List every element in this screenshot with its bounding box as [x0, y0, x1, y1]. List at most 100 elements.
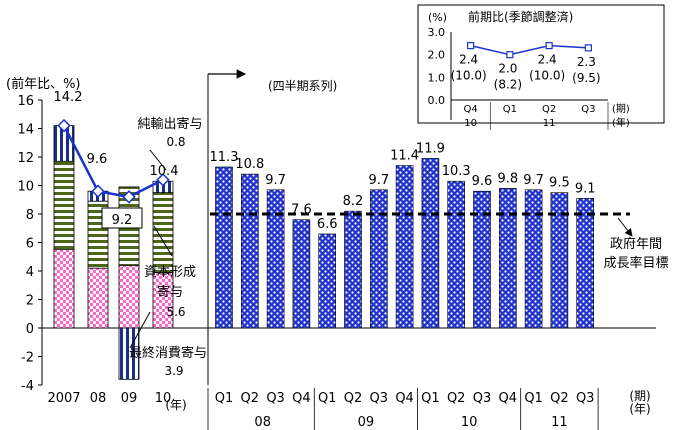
inset-x-tick: Q1 — [503, 104, 517, 115]
data-label: 14.2 — [54, 90, 83, 105]
x-tick-label: Q4 — [292, 391, 311, 406]
inset-point — [545, 41, 553, 50]
net-exports-label: 純輸出寄与 — [137, 116, 202, 132]
quarter-bar — [344, 210, 362, 329]
data-label: 10.3 — [442, 164, 471, 179]
x-unit: (年) — [165, 398, 186, 412]
x-tick-label: 2007 — [47, 391, 80, 406]
data-label: 9.1 — [575, 181, 596, 196]
x-tick-label: Q4 — [499, 391, 518, 406]
data-label: 9.6 — [472, 174, 493, 189]
consumption-pointer — [129, 311, 151, 349]
y-tick-label: 0 — [26, 322, 34, 337]
capital-pointer — [153, 225, 173, 257]
consumption-value: 3.9 — [164, 364, 183, 378]
x-tick-label: 09 — [121, 391, 138, 406]
x-tick-label: Q2 — [241, 391, 260, 406]
bar-segment-0 — [152, 272, 174, 329]
x-unit: (期) — [629, 389, 650, 403]
y-tick-label: -2 — [21, 351, 34, 366]
year-label: 11 — [551, 415, 568, 430]
inset-tick: 1.0 — [428, 71, 446, 84]
inset-label: 2.0 — [498, 62, 517, 76]
x-tick-label: Q1 — [215, 391, 234, 406]
inset-frame — [417, 4, 665, 124]
quarter-bar — [550, 192, 569, 329]
y-tick-label: 2 — [26, 294, 34, 309]
target-pointer — [617, 217, 633, 237]
y-axis-label: (前年比、%) — [6, 76, 81, 92]
x-tick-label: Q3 — [473, 391, 492, 406]
inset-label: 2.4 — [459, 53, 478, 67]
data-label: 11.9 — [416, 141, 445, 156]
inset-tick: 0.0 — [428, 94, 446, 107]
quarter-bar — [318, 233, 337, 329]
data-label: 10.4 — [150, 164, 179, 179]
x-tick-label: 10 — [155, 391, 172, 406]
x-tick-label: Q2 — [550, 391, 569, 406]
x-tick-label: Q1 — [318, 391, 337, 406]
inset-year: 10 — [464, 118, 477, 129]
data-label: 9.7 — [265, 173, 286, 188]
panel-title: (四半期系列) — [268, 79, 337, 93]
data-label: 11.4 — [390, 149, 419, 164]
y-tick-label: 12 — [17, 151, 34, 166]
capital-label: 寄与 — [157, 284, 183, 300]
bar-segment-1 — [53, 160, 75, 251]
capital-value: 5.6 — [166, 305, 185, 319]
x-tick-label: Q3 — [370, 391, 389, 406]
net-exports-value: 0.8 — [166, 135, 185, 149]
inset-point — [584, 44, 592, 52]
quarter-bar — [292, 219, 311, 329]
inset-line — [470, 44, 589, 56]
inset-x-unit: (期) — [612, 103, 630, 115]
data-label: 9.7 — [523, 173, 544, 188]
y-tick-label: 4 — [26, 265, 34, 280]
line-point — [91, 184, 105, 198]
x-tick-label: Q3 — [266, 391, 285, 406]
year-label: 08 — [254, 415, 271, 430]
growth-line — [62, 125, 164, 199]
inset-year: 11 — [543, 118, 556, 129]
inset-sublabel: (9.5) — [572, 71, 600, 85]
inset-x-tick: Q2 — [542, 104, 556, 115]
annual-panel: 16 14 12 10 8 6 4 2 0 -2 -4 (前年比、%) 2007 08 09 10 14.2 9.… — [6, 76, 656, 412]
y-tick-label: 8 — [26, 208, 34, 223]
line-point — [156, 173, 170, 187]
inset-tick: 3.0 — [428, 26, 446, 39]
quarter-bar — [576, 198, 595, 329]
inset-x-unit: (年) — [612, 116, 630, 129]
y-tick-label: -4 — [21, 379, 34, 394]
line-point — [122, 190, 136, 204]
data-label: 10.8 — [235, 157, 264, 172]
x-tick-label: Q2 — [447, 391, 466, 406]
bar-segment-0 — [118, 264, 140, 329]
data-label: 6.6 — [317, 217, 338, 232]
consumption-label: 最終消費寄与 — [129, 345, 207, 361]
target-label: 政府年間 — [610, 237, 662, 252]
bar-segment-0 — [87, 267, 109, 329]
x-unit: (年) — [629, 402, 650, 416]
inset-sublabel: (10.0) — [529, 69, 565, 83]
inset-tick: 2.0 — [428, 49, 446, 62]
data-label: 9.8 — [497, 171, 518, 186]
inset-label: 2.4 — [538, 53, 557, 67]
quarter-bar — [498, 188, 517, 329]
x-tick-label: 08 — [90, 391, 107, 406]
data-label: 9.2 — [112, 213, 133, 228]
quarterly-panel: (四半期系列)11.3Q110.8Q29.7Q37.6Q46.6Q18.2Q29… — [207, 69, 669, 430]
inset-unit: (%) — [428, 11, 447, 24]
line-point — [57, 118, 71, 133]
x-tick-label: Q1 — [524, 391, 543, 406]
inset-point — [467, 41, 475, 50]
inset-point — [506, 51, 514, 59]
data-label: 11.3 — [210, 150, 239, 165]
quarter-bar — [524, 189, 543, 329]
target-label: 成長率目標 — [603, 255, 668, 271]
y-tick-label: 16 — [17, 94, 34, 109]
data-label: 9.7 — [368, 173, 389, 188]
x-tick-label: Q4 — [395, 391, 414, 406]
y-tick-label: 6 — [26, 237, 34, 252]
